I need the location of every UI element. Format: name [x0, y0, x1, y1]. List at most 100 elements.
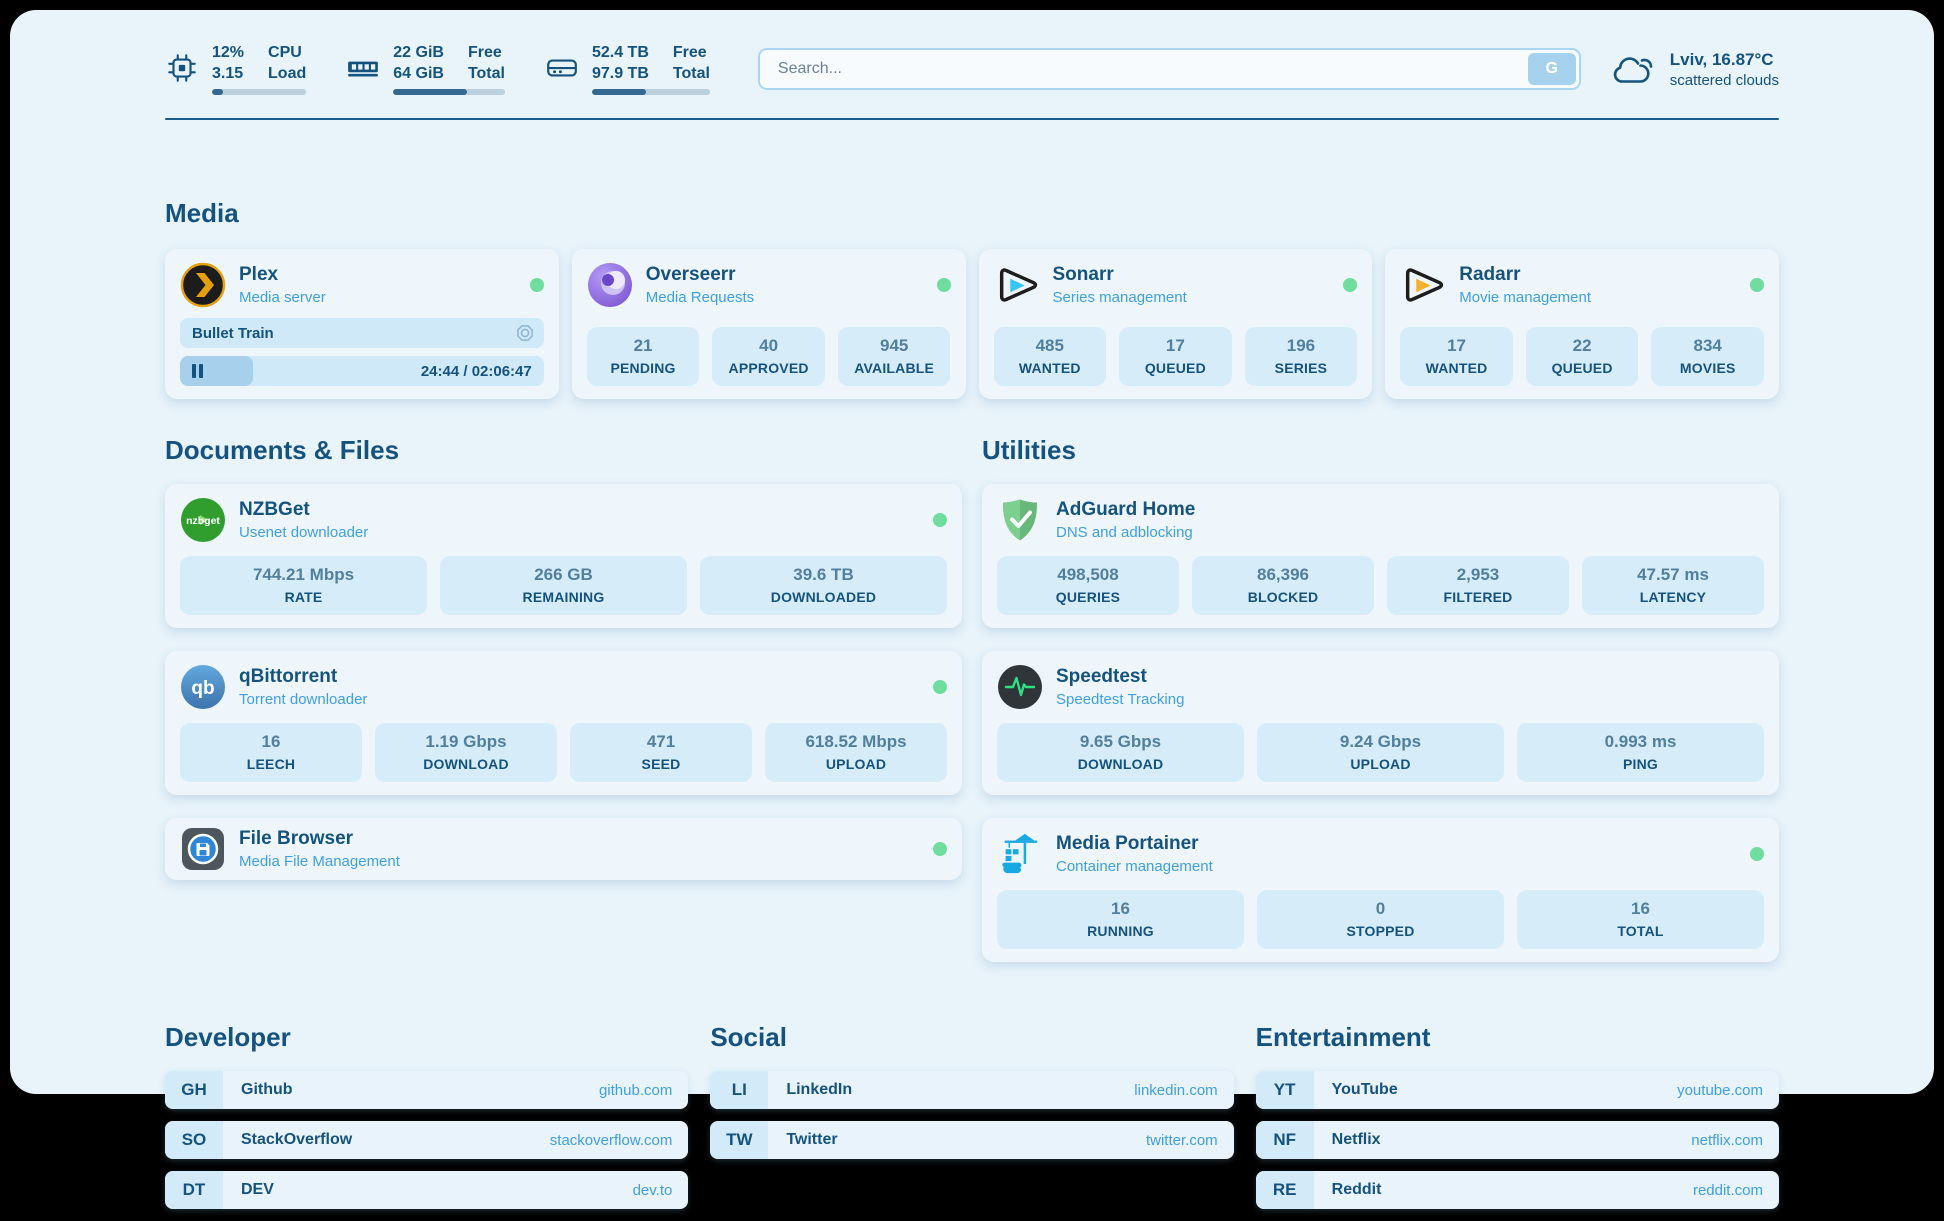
- dashboard-panel: 12% 3.15 CPU Load: [10, 10, 1934, 1094]
- card-overseerr[interactable]: Overseerr Media Requests 21 PENDING 40 A…: [572, 249, 966, 399]
- stat-download: 1.19 Gbps DOWNLOAD: [375, 723, 557, 782]
- ram-label-1: Free: [468, 43, 505, 64]
- pause-icon: [192, 364, 204, 378]
- bookmark-url[interactable]: twitter.com: [1146, 1132, 1218, 1149]
- app-name: File Browser: [239, 828, 920, 850]
- ram-widget: 22 GiB 64 GiB Free Total: [346, 43, 505, 96]
- qbittorrent-icon: qb: [180, 664, 226, 710]
- bookmark-github[interactable]: GH Github github.com: [165, 1071, 688, 1109]
- disk-widget: 52.4 TB 97.9 TB Free Total: [545, 43, 710, 96]
- card-nzbget[interactable]: nzbget NZBGet Usenet downloader 744.21 M…: [165, 484, 962, 628]
- app-name: NZBGet: [239, 499, 920, 521]
- plex-icon: [180, 262, 226, 308]
- card-radarr[interactable]: Radarr Movie management 17 WANTED 22 QUE…: [1385, 249, 1779, 399]
- cpu-usage-value: 12%: [212, 43, 244, 64]
- bookmark-url[interactable]: stackoverflow.com: [550, 1132, 673, 1149]
- stat-blocked: 86,396 BLOCKED: [1192, 556, 1374, 615]
- section-title-social: Social: [710, 1022, 1233, 1053]
- stat-running: 16 RUNNING: [997, 890, 1244, 949]
- stat-stopped: 0 STOPPED: [1257, 890, 1504, 949]
- bookmark-twitter[interactable]: TW Twitter twitter.com: [710, 1121, 1233, 1159]
- status-dot: [1343, 278, 1357, 292]
- bookmark-name: YouTube: [1332, 1081, 1398, 1099]
- search-input[interactable]: [758, 48, 1581, 90]
- app-subtitle: Media File Management: [239, 853, 920, 870]
- bookmark-netflix[interactable]: NF Netflix netflix.com: [1256, 1121, 1779, 1159]
- speedtest-icon: [997, 664, 1043, 710]
- system-widgets: 12% 3.15 CPU Load: [165, 43, 710, 96]
- bookmark-url[interactable]: netflix.com: [1691, 1132, 1763, 1149]
- card-portainer[interactable]: Media Portainer Container management 16 …: [982, 818, 1779, 962]
- bookmark-name: DEV: [241, 1181, 274, 1199]
- search-bar: G: [758, 48, 1581, 90]
- status-dot: [530, 278, 544, 292]
- disk-icon: [545, 51, 579, 85]
- top-bar: 12% 3.15 CPU Load: [165, 36, 1779, 102]
- app-subtitle: Media Requests: [646, 289, 924, 306]
- app-subtitle: Movie management: [1459, 289, 1737, 306]
- app-name: AdGuard Home: [1056, 499, 1764, 521]
- bookmark-url[interactable]: dev.to: [633, 1182, 673, 1199]
- stat-leech: 16 LEECH: [180, 723, 362, 782]
- stat-wanted: 485 WANTED: [994, 327, 1107, 386]
- stat-rate: 744.21 Mbps RATE: [180, 556, 427, 615]
- bookmark-url[interactable]: linkedin.com: [1134, 1082, 1217, 1099]
- app-subtitle: Usenet downloader: [239, 524, 920, 541]
- stat-queued: 17 QUEUED: [1119, 327, 1232, 386]
- app-name: Speedtest: [1056, 666, 1764, 688]
- bookmark-dev[interactable]: DT DEV dev.to: [165, 1171, 688, 1209]
- card-plex[interactable]: Plex Media server Bullet Train 24:44 / 0: [165, 249, 559, 399]
- disk-total-value: 97.9 TB: [592, 64, 649, 85]
- nzbget-icon: nzbget: [180, 497, 226, 543]
- ram-label-2: Total: [468, 64, 505, 85]
- app-subtitle: DNS and adblocking: [1056, 524, 1764, 541]
- bookmark-name: LinkedIn: [786, 1081, 852, 1099]
- card-qbittorrent[interactable]: qb qBittorrent Torrent downloader 16 LEE…: [165, 651, 962, 795]
- svg-text:nzbget: nzbget: [186, 515, 220, 527]
- portainer-icon: [997, 831, 1043, 877]
- bookmark-name: Github: [241, 1081, 293, 1099]
- bookmark-abbr: NF: [1256, 1121, 1314, 1159]
- bookmark-abbr: YT: [1256, 1071, 1314, 1109]
- section-title-utilities: Utilities: [982, 435, 1779, 466]
- card-speedtest[interactable]: Speedtest Speedtest Tracking 9.65 Gbps D…: [982, 651, 1779, 795]
- bookmark-url[interactable]: reddit.com: [1693, 1182, 1763, 1199]
- bookmark-stackoverflow[interactable]: SO StackOverflow stackoverflow.com: [165, 1121, 688, 1159]
- stat-total: 16 TOTAL: [1517, 890, 1764, 949]
- card-adguard[interactable]: AdGuard Home DNS and adblocking 498,508 …: [982, 484, 1779, 628]
- status-dot: [933, 513, 947, 527]
- search-engine-button[interactable]: G: [1528, 53, 1576, 85]
- stat-downloaded: 39.6 TB DOWNLOADED: [700, 556, 947, 615]
- section-documents: Documents & Files nzbget NZBGet Usenet d…: [165, 435, 962, 962]
- stat-available: 945 AVAILABLE: [838, 327, 951, 386]
- now-playing-row: Bullet Train: [180, 318, 544, 348]
- bookmark-linkedin[interactable]: LI LinkedIn linkedin.com: [710, 1071, 1233, 1109]
- stat-series: 196 SERIES: [1245, 327, 1358, 386]
- bookmark-url[interactable]: github.com: [599, 1082, 672, 1099]
- app-name: qBittorrent: [239, 666, 920, 688]
- stat-ping: 0.993 ms PING: [1517, 723, 1764, 782]
- cpu-widget: 12% 3.15 CPU Load: [165, 43, 306, 96]
- weather-condition: scattered clouds: [1670, 72, 1779, 89]
- stat-movies: 834 MOVIES: [1651, 327, 1764, 386]
- cpu-label-2: Load: [268, 64, 306, 85]
- section-title-developer: Developer: [165, 1022, 688, 1053]
- bookmarks-social: Social LI LinkedIn linkedin.com TW Twitt…: [710, 1022, 1233, 1221]
- bookmark-url[interactable]: youtube.com: [1677, 1082, 1763, 1099]
- bookmark-abbr: DT: [165, 1171, 223, 1209]
- cloud-icon: [1611, 50, 1657, 88]
- stat-approved: 40 APPROVED: [712, 327, 825, 386]
- section-title-entertainment: Entertainment: [1256, 1022, 1779, 1053]
- app-subtitle: Media server: [239, 289, 517, 306]
- bookmark-abbr: TW: [710, 1121, 768, 1159]
- card-sonarr[interactable]: Sonarr Series management 485 WANTED 17 Q…: [979, 249, 1373, 399]
- playback-time: 24:44 / 02:06:47: [421, 363, 532, 380]
- bookmark-youtube[interactable]: YT YouTube youtube.com: [1256, 1071, 1779, 1109]
- card-filebrowser[interactable]: File Browser Media File Management: [165, 818, 962, 880]
- stat-download: 9.65 Gbps DOWNLOAD: [997, 723, 1244, 782]
- bookmark-reddit[interactable]: RE Reddit reddit.com: [1256, 1171, 1779, 1209]
- app-subtitle: Series management: [1053, 289, 1331, 306]
- app-subtitle: Speedtest Tracking: [1056, 691, 1764, 708]
- status-dot: [1750, 278, 1764, 292]
- now-playing-title: Bullet Train: [192, 325, 515, 342]
